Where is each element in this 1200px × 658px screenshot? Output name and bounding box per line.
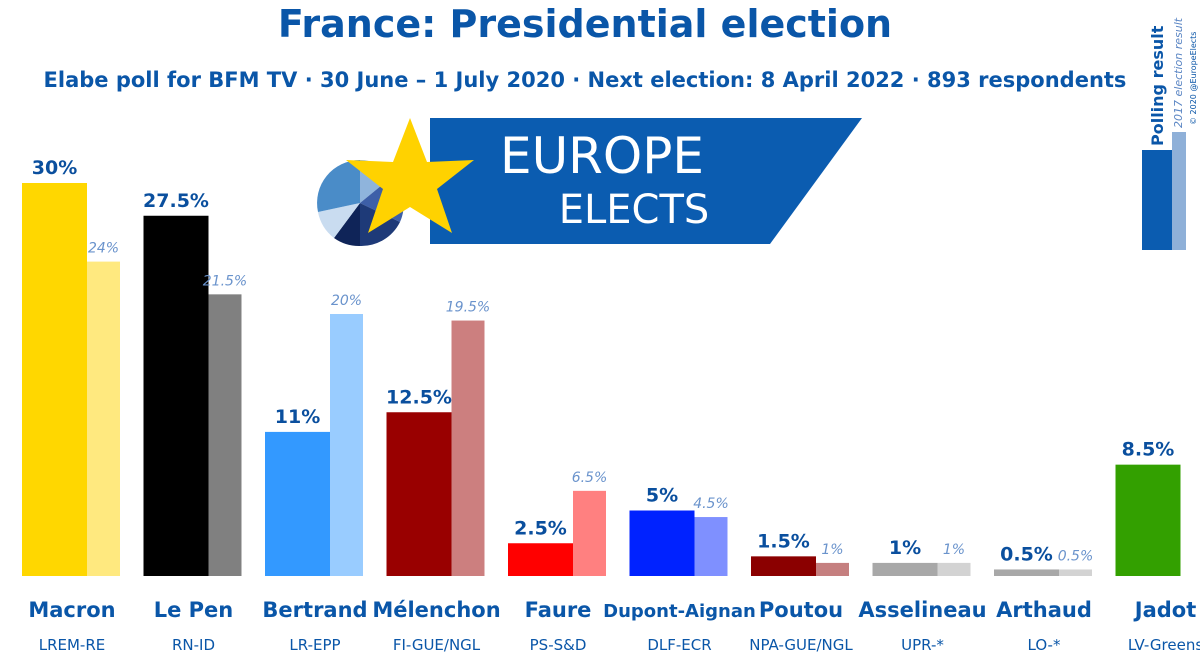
candidate-label-4: Faure — [525, 598, 592, 622]
candidate-label-3: Mélenchon — [372, 598, 500, 622]
star-icon — [346, 118, 474, 233]
candidate-label-6: Poutou — [759, 598, 843, 622]
bar-poll-7 — [872, 562, 938, 576]
bar-prev-4 — [573, 490, 606, 576]
party-label-8: LO-* — [1028, 636, 1061, 654]
legend-poll-label: Polling result — [1148, 25, 1167, 146]
legend-poll-swatch — [1142, 150, 1172, 250]
chart-subtitle: Elabe poll for BFM TV · 30 June – 1 July… — [43, 68, 1127, 92]
party-label-9: LV-Greens — [1128, 636, 1200, 654]
bar-poll-0 — [22, 183, 87, 576]
data-label-poll-3: 12.5% — [386, 386, 452, 408]
candidate-label-2: Bertrand — [262, 598, 367, 622]
bar-poll-9 — [1115, 464, 1181, 576]
data-label-prev-7: 1% — [943, 542, 965, 558]
party-label-7: UPR-* — [901, 636, 944, 654]
data-label-poll-5: 5% — [646, 485, 678, 507]
bar-poll-8 — [994, 569, 1059, 576]
europe-elects-logo: EUROPE ELECTS — [317, 118, 862, 247]
data-label-poll-9: 8.5% — [1122, 439, 1175, 461]
bar-prev-6 — [816, 562, 849, 576]
party-label-1: RN-ID — [172, 636, 215, 654]
data-label-poll-8: 0.5% — [1000, 543, 1053, 565]
data-label-poll-2: 11% — [275, 406, 320, 428]
party-label-2: LR-EPP — [289, 636, 340, 654]
party-label-3: FI-GUE/NGL — [393, 636, 481, 654]
bar-poll-5 — [629, 510, 695, 576]
bar-prev-5 — [694, 517, 728, 576]
party-label-6: NPA-GUE/NGL — [749, 636, 853, 654]
copyright-text: © 2020 @EuropeElects — [1189, 32, 1198, 125]
party-label-4: PS-S&D — [530, 636, 587, 654]
bar-prev-2 — [330, 314, 363, 576]
data-label-prev-0: 24% — [88, 241, 119, 257]
legend-prev-swatch — [1172, 132, 1186, 250]
bars-group: 30% 24% Macron LREM-RE 27.5% 21.5% Le Pen RN-ID… — [22, 157, 1200, 654]
party-label-0: LREM-RE — [39, 636, 106, 654]
legend-prev-label: 2017 election result — [1172, 17, 1185, 128]
candidate-label-0: Macron — [28, 598, 115, 622]
data-label-prev-2: 20% — [331, 293, 362, 309]
bar-prev-8 — [1059, 569, 1092, 576]
data-label-poll-1: 27.5% — [143, 190, 209, 212]
logo-elects-text: ELECTS — [559, 187, 710, 233]
data-label-prev-5: 4.5% — [693, 496, 729, 512]
logo-europe-text: EUROPE — [500, 127, 704, 185]
data-label-poll-6: 1.5% — [757, 530, 810, 552]
bar-prev-3 — [451, 320, 485, 576]
candidate-label-7: Asselineau — [858, 598, 986, 622]
bar-prev-0 — [87, 261, 120, 576]
bar-poll-1 — [143, 215, 209, 576]
data-label-prev-3: 19.5% — [446, 300, 490, 316]
logo-band — [430, 118, 862, 244]
data-label-poll-7: 1% — [889, 537, 921, 559]
bar-prev-1 — [208, 294, 242, 576]
bar-poll-4 — [508, 543, 573, 576]
chart-title: France: Presidential election — [277, 2, 893, 46]
bar-poll-6 — [751, 556, 816, 576]
bar-poll-2 — [265, 431, 330, 576]
data-label-prev-4: 6.5% — [572, 470, 608, 486]
data-label-prev-6: 1% — [821, 542, 843, 558]
data-label-prev-1: 21.5% — [203, 273, 247, 289]
data-label-poll-4: 2.5% — [514, 517, 567, 539]
candidate-label-8: Arthaud — [996, 598, 1092, 622]
candidate-label-1: Le Pen — [154, 598, 234, 622]
party-label-5: DLF-ECR — [647, 636, 711, 654]
data-label-prev-8: 0.5% — [1058, 548, 1094, 564]
candidate-label-5: Dupont-Aignan — [603, 601, 756, 622]
candidate-label-9: Jadot — [1133, 598, 1196, 622]
legend: Polling result 2017 election result © 20… — [1142, 17, 1198, 250]
bar-prev-7 — [937, 562, 971, 576]
data-label-poll-0: 30% — [32, 157, 77, 179]
bar-poll-3 — [386, 412, 452, 576]
